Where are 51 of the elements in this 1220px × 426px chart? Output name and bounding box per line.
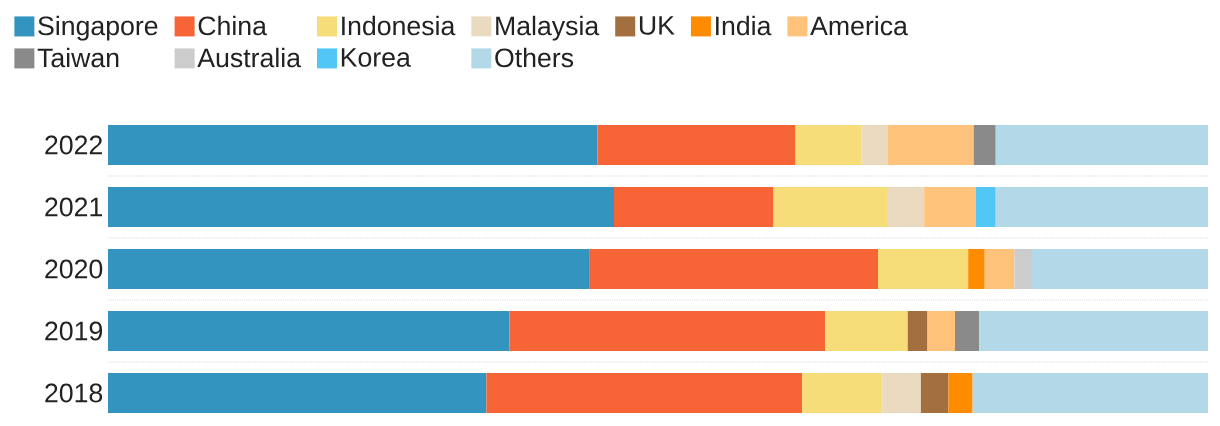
bar bbox=[984, 249, 1015, 289]
bar bbox=[975, 187, 996, 227]
bar bbox=[1014, 249, 1033, 289]
y-tick-label: 2020 bbox=[45, 259, 103, 279]
bar bbox=[614, 187, 774, 227]
bar bbox=[509, 311, 826, 351]
bar bbox=[968, 249, 985, 289]
bar bbox=[887, 187, 925, 227]
legend-label: Taiwan bbox=[37, 47, 119, 68]
bar bbox=[979, 311, 1209, 351]
y-tick-label: 2019 bbox=[45, 321, 103, 341]
legend-label: India bbox=[716, 15, 772, 36]
bar bbox=[955, 311, 980, 351]
bar bbox=[108, 187, 615, 227]
bar bbox=[995, 125, 1209, 165]
y-tick-label: 2022 bbox=[45, 135, 102, 155]
bar bbox=[861, 125, 888, 165]
legend-label: Australia bbox=[197, 47, 302, 68]
bar bbox=[972, 373, 1209, 413]
legend-label: China bbox=[198, 15, 267, 36]
bar bbox=[920, 373, 949, 413]
bar bbox=[948, 373, 973, 413]
bar bbox=[108, 373, 487, 413]
bar bbox=[887, 125, 974, 165]
bar bbox=[108, 311, 510, 351]
bar bbox=[773, 187, 888, 227]
y-tick-label: 2018 bbox=[45, 383, 103, 403]
bar bbox=[973, 125, 996, 165]
bar bbox=[882, 373, 921, 413]
legend-label: Malaysia bbox=[496, 15, 600, 41]
bar bbox=[878, 249, 969, 289]
bar bbox=[927, 311, 956, 351]
bar bbox=[995, 187, 1209, 227]
bar bbox=[486, 373, 803, 413]
bar bbox=[795, 125, 862, 165]
legend-label: Indonesia bbox=[342, 15, 456, 36]
bar bbox=[907, 311, 928, 351]
legend-label: America bbox=[810, 15, 908, 36]
bar bbox=[924, 187, 976, 227]
bar bbox=[597, 125, 796, 165]
bar bbox=[1032, 249, 1209, 289]
bar bbox=[108, 249, 590, 289]
bar bbox=[802, 373, 883, 413]
legend-label: Singapore bbox=[38, 15, 158, 41]
bar bbox=[825, 311, 908, 351]
legend-label: UK bbox=[639, 16, 675, 35]
legend-label: Korea bbox=[341, 48, 411, 67]
bar bbox=[589, 249, 879, 289]
y-tick-label: 2021 bbox=[45, 197, 102, 217]
legend-label: Others bbox=[495, 47, 574, 68]
bar bbox=[108, 125, 598, 165]
